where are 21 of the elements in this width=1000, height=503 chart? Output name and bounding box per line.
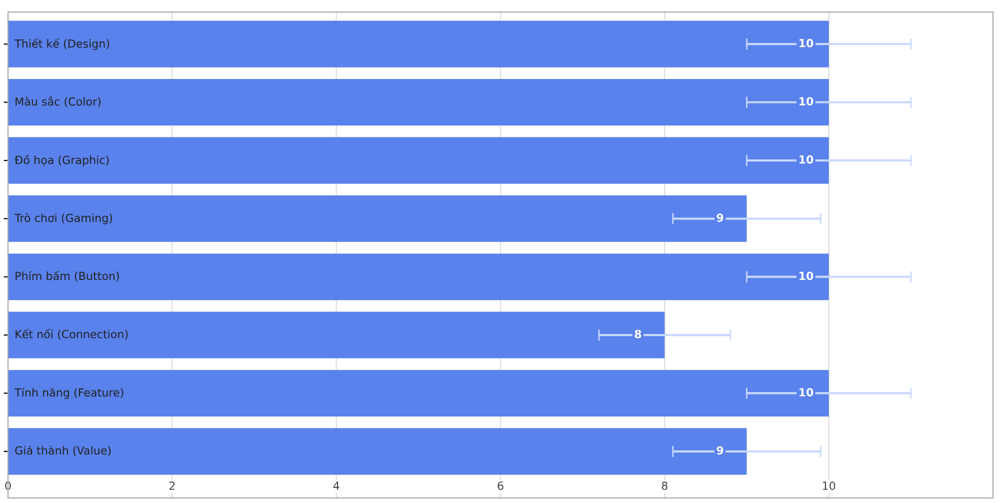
x-tick-label: 10 xyxy=(822,482,836,490)
y-tick-label: Đồ họa (Graphic) xyxy=(14,154,109,166)
data-label: 10 xyxy=(800,388,814,396)
data-label: 8 xyxy=(634,330,642,338)
x-tick-label: 6 xyxy=(498,482,504,490)
y-tick-label: Trò chơi (Gaming) xyxy=(14,213,112,224)
data-label: 9 xyxy=(716,213,724,222)
y-tick-label: Giá thành (Value) xyxy=(15,446,111,456)
x-tick-label: 8 xyxy=(662,482,668,490)
x-tick-label: 2 xyxy=(169,482,175,490)
y-tick-label: Tính năng (Feature) xyxy=(14,388,124,399)
y-tick-label: Phím bấm (Button) xyxy=(16,270,119,282)
y-tick-label: Kết nối (Connection) xyxy=(16,328,128,340)
data-label: 10 xyxy=(800,38,814,48)
y-tick-label: Màu sắc (Color) xyxy=(16,96,100,108)
x-tick-label: 4 xyxy=(333,482,340,490)
data-label: 10 xyxy=(800,155,814,164)
y-tick-label: Thiết kế (Design) xyxy=(14,38,110,50)
data-label: 10 xyxy=(800,97,814,106)
data-label: 10 xyxy=(800,272,814,280)
data-label: 9 xyxy=(716,446,724,455)
